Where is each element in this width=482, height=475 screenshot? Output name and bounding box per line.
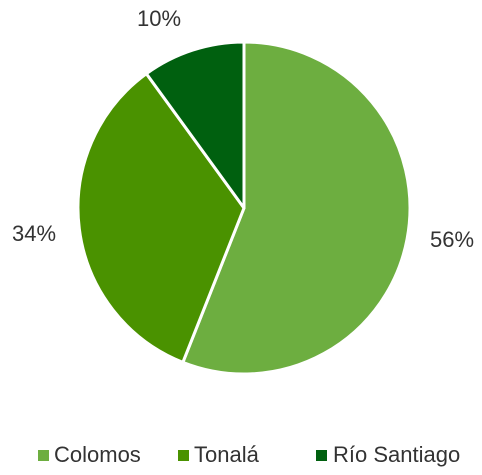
legend: Colomos Tonalá Río Santiago [38, 442, 460, 467]
legend-item-rio-santiago: Río Santiago [316, 442, 460, 467]
legend-item-tonala: Tonalá [178, 442, 260, 467]
legend-label-rio-santiago: Río Santiago [333, 442, 460, 467]
pie-slice-colomos [181, 40, 412, 376]
legend-swatch-colomos [38, 450, 49, 461]
pie-slice-tonala [76, 72, 246, 364]
legend-label-colomos: Colomos [54, 442, 141, 467]
legend-label-tonala: Tonalá [194, 442, 260, 467]
legend-item-colomos: Colomos [38, 442, 141, 467]
pie-slice-rio-santiago [144, 40, 246, 210]
pie-data-labels: 56% 34% 10% [12, 6, 474, 252]
data-label-colomos: 56% [430, 227, 474, 252]
data-label-tonala: 34% [12, 221, 56, 246]
legend-swatch-tonala [178, 450, 189, 461]
data-label-rio-santiago: 10% [137, 6, 181, 31]
pie-slices [76, 40, 412, 376]
legend-swatch-rio-santiago [316, 450, 327, 461]
